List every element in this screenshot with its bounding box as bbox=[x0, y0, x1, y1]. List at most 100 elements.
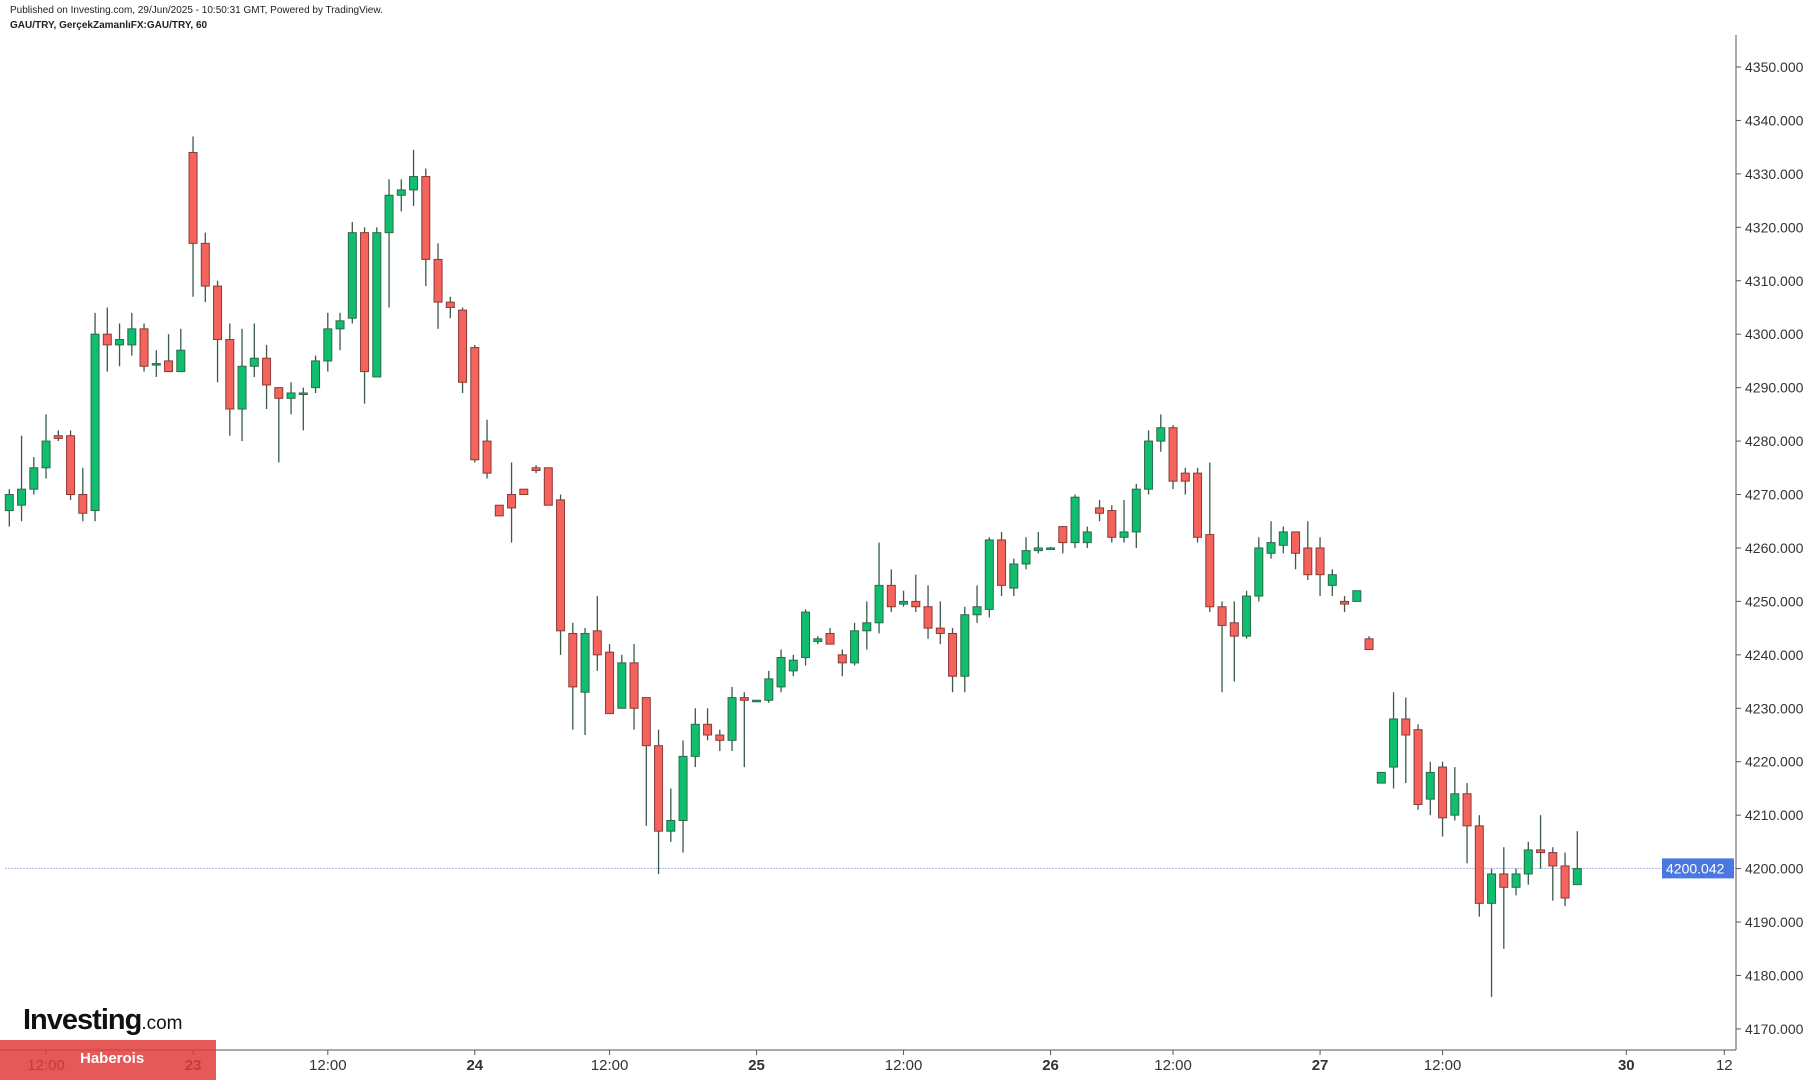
candle-down bbox=[703, 723, 713, 736]
candle-down bbox=[53, 435, 63, 439]
candle-down bbox=[1560, 865, 1570, 899]
y-tick-label: 4190.000 bbox=[1745, 914, 1804, 930]
y-tick-label: 4250.000 bbox=[1745, 593, 1804, 609]
x-tick-label: 12:00 bbox=[591, 1057, 629, 1074]
candle-down bbox=[1217, 606, 1227, 626]
candle-down bbox=[1438, 766, 1448, 819]
candle-down bbox=[935, 627, 945, 634]
y-tick-label: 4340.000 bbox=[1745, 112, 1804, 128]
symbol-title: GAU/TRY, GerçekZamanlıFX:GAU/TRY, 60 bbox=[10, 20, 208, 31]
candle-up bbox=[347, 232, 357, 319]
x-tick-label: 26 bbox=[1042, 1057, 1059, 1074]
y-tick-label: 4260.000 bbox=[1745, 540, 1804, 556]
candle-up bbox=[678, 755, 688, 822]
candle-down bbox=[445, 301, 455, 308]
candle-down bbox=[629, 662, 639, 709]
y-tick-label: 4170.000 bbox=[1745, 1021, 1804, 1037]
candle-up bbox=[115, 339, 125, 346]
candle-up bbox=[1572, 868, 1582, 886]
candle-down bbox=[102, 333, 112, 346]
candle-down bbox=[556, 499, 566, 632]
candle-down bbox=[225, 339, 235, 410]
candle-down bbox=[1095, 507, 1105, 514]
x-tick-label: 12:00 bbox=[1154, 1057, 1192, 1074]
candle-down bbox=[1180, 472, 1190, 482]
candle-down bbox=[1462, 793, 1472, 827]
y-tick-label: 4270.000 bbox=[1745, 487, 1804, 503]
y-tick-label: 4240.000 bbox=[1745, 647, 1804, 663]
candle-up bbox=[960, 614, 970, 677]
candle-down bbox=[825, 632, 835, 645]
candle-down bbox=[421, 176, 431, 260]
candle-up bbox=[1021, 550, 1031, 565]
candle-down bbox=[164, 360, 174, 373]
candle-down bbox=[200, 242, 210, 287]
candle-up bbox=[41, 440, 51, 469]
candle-up bbox=[690, 723, 700, 757]
candle-down bbox=[592, 630, 602, 656]
candle-down bbox=[482, 440, 492, 474]
x-tick-label: 12:00 bbox=[885, 1057, 923, 1074]
candle-down bbox=[997, 539, 1007, 586]
candle-down bbox=[78, 494, 88, 514]
candle-down bbox=[1401, 718, 1411, 736]
candle-up bbox=[899, 600, 909, 605]
candle-down bbox=[1168, 427, 1178, 482]
x-tick-label: 27 bbox=[1312, 1057, 1329, 1074]
candle-up bbox=[984, 539, 994, 610]
candle-up bbox=[311, 360, 321, 389]
candle-up bbox=[1144, 440, 1154, 490]
y-tick-label: 4320.000 bbox=[1745, 219, 1804, 235]
candle-down bbox=[739, 697, 749, 701]
candle-down bbox=[470, 347, 480, 461]
candle-up bbox=[1009, 563, 1019, 589]
candle-down bbox=[494, 504, 504, 517]
candle-down bbox=[654, 745, 664, 832]
candle-up bbox=[1070, 496, 1080, 544]
published-note: Published on Investing.com, 29/Jun/2025 … bbox=[10, 5, 383, 16]
candle-up bbox=[323, 328, 333, 362]
y-tick-label: 4330.000 bbox=[1745, 166, 1804, 182]
candle-up bbox=[862, 622, 872, 632]
candle-down bbox=[1205, 534, 1215, 608]
candle-down bbox=[458, 309, 468, 383]
candle-up bbox=[298, 392, 308, 395]
y-tick-label: 4200.000 bbox=[1745, 861, 1804, 877]
candle-up bbox=[1046, 547, 1056, 550]
candle-up bbox=[4, 494, 14, 512]
y-tick-label: 4300.000 bbox=[1745, 326, 1804, 342]
candle-up bbox=[1242, 595, 1252, 637]
candle-up bbox=[1131, 488, 1141, 533]
candle-down bbox=[531, 467, 541, 471]
x-tick-label: 30 bbox=[1618, 1057, 1635, 1074]
x-tick-label: 12:00 bbox=[309, 1057, 347, 1074]
candle-up bbox=[580, 632, 590, 693]
candle-up bbox=[1327, 574, 1337, 586]
y-tick-label: 4280.000 bbox=[1745, 433, 1804, 449]
candle-up bbox=[1278, 531, 1288, 546]
candle-up bbox=[1389, 718, 1399, 768]
candle-up bbox=[1487, 873, 1497, 904]
candle-up bbox=[1119, 531, 1129, 538]
candle-up bbox=[409, 176, 419, 191]
candle-down bbox=[274, 387, 284, 399]
candle-down bbox=[1548, 852, 1558, 867]
candle-down bbox=[1291, 531, 1301, 554]
candle-up bbox=[286, 392, 296, 399]
candle-up bbox=[874, 584, 884, 624]
y-tick-label: 4220.000 bbox=[1745, 754, 1804, 770]
y-tick-label: 4350.000 bbox=[1745, 59, 1804, 75]
x-tick-label: 12 bbox=[1716, 1057, 1733, 1074]
candle-up bbox=[151, 363, 161, 366]
candle-up bbox=[972, 606, 982, 616]
last-price-badge bbox=[1662, 858, 1734, 879]
candle-up bbox=[1266, 542, 1276, 554]
y-tick-label: 4310.000 bbox=[1745, 273, 1804, 289]
candle-down bbox=[543, 467, 553, 506]
candle-up bbox=[752, 699, 762, 703]
candle-up bbox=[727, 697, 737, 741]
x-tick-label: 25 bbox=[748, 1057, 765, 1074]
candle-down bbox=[1536, 849, 1546, 854]
last-price-label: 4200.042 bbox=[1666, 860, 1725, 876]
